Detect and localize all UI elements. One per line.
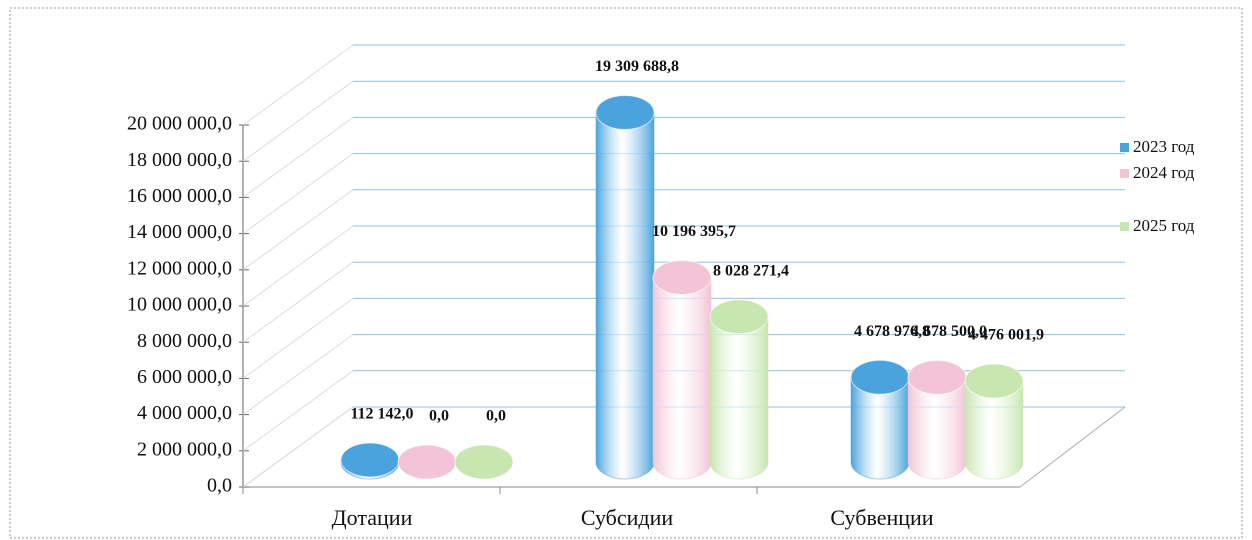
x-tick-label: Дотации bbox=[332, 505, 413, 530]
grid-line bbox=[242, 225, 354, 307]
grid-line bbox=[242, 334, 354, 416]
cylinder-top bbox=[340, 442, 400, 478]
cylinder-body bbox=[964, 380, 1024, 480]
grid-line bbox=[242, 80, 354, 162]
y-tick-label: 6 000 000,0 bbox=[137, 366, 232, 388]
y-tick-label: 10 000 000,0 bbox=[127, 294, 232, 316]
legend-label: 2025 год bbox=[1133, 216, 1195, 235]
grid-line bbox=[242, 261, 354, 343]
legend-swatch bbox=[1120, 222, 1129, 231]
cylinder-body bbox=[709, 316, 769, 480]
value-label: 0,0 bbox=[429, 408, 449, 425]
cylinder-top bbox=[595, 94, 655, 130]
y-tick-label: 16 000 000,0 bbox=[127, 185, 232, 207]
value-label: 4 678 976,8 bbox=[854, 323, 930, 340]
cylinder-top bbox=[964, 363, 1024, 399]
grid-line bbox=[242, 189, 354, 271]
value-label: 10 196 395,7 bbox=[652, 223, 736, 240]
y-tick-label: 14 000 000,0 bbox=[127, 221, 232, 243]
cylinder bbox=[652, 259, 712, 480]
legend-label: 2024 год bbox=[1133, 163, 1195, 182]
grid-line bbox=[242, 116, 354, 198]
grid-line bbox=[242, 153, 354, 235]
y-tick-label: 18 000 000,0 bbox=[127, 149, 232, 171]
x-tick-label: Субсидии bbox=[581, 505, 674, 530]
value-label: 4 476 001,9 bbox=[968, 327, 1044, 344]
floor-edge bbox=[1019, 406, 1126, 488]
y-tick-label: 4 000 000,0 bbox=[137, 402, 232, 424]
grid-line bbox=[242, 44, 354, 126]
frame bbox=[9, 7, 1243, 539]
value-label: 4 678 500,0 bbox=[911, 323, 987, 340]
cylinder-top bbox=[454, 444, 514, 480]
legend-swatch bbox=[1120, 143, 1129, 152]
legend-swatch bbox=[1120, 169, 1129, 178]
legend-label: 2023 год bbox=[1133, 137, 1195, 156]
cylinder bbox=[964, 363, 1024, 480]
cylinder-top bbox=[652, 259, 712, 295]
grid-line bbox=[242, 297, 354, 379]
cylinder-top bbox=[709, 299, 769, 335]
value-label: 0,0 bbox=[486, 408, 506, 425]
cylinder bbox=[907, 359, 967, 480]
cylinder-top bbox=[907, 359, 967, 395]
value-label: 112 142,0 bbox=[350, 406, 413, 423]
y-tick-label: 20 000 000,0 bbox=[127, 113, 232, 135]
cylinder bbox=[454, 444, 514, 480]
y-tick-label: 12 000 000,0 bbox=[127, 257, 232, 279]
y-tick-label: 2 000 000,0 bbox=[137, 438, 232, 460]
cylinder-top bbox=[850, 359, 910, 395]
cylinder-top bbox=[397, 444, 457, 480]
y-tick-label: 0,0 bbox=[207, 475, 232, 497]
x-tick-label: Субвенции bbox=[830, 505, 933, 530]
value-label: 8 028 271,4 bbox=[713, 262, 789, 279]
cylinder-body bbox=[595, 111, 655, 480]
cylinder bbox=[850, 359, 910, 480]
cylinder bbox=[709, 299, 769, 480]
cylinder-body bbox=[652, 276, 712, 480]
grid-line bbox=[242, 370, 354, 452]
grid-line bbox=[242, 406, 354, 488]
cylinder bbox=[397, 444, 457, 480]
value-label: 19 309 688,8 bbox=[595, 58, 679, 75]
cylinder bbox=[340, 442, 400, 480]
cylinder bbox=[595, 94, 655, 480]
y-tick-label: 8 000 000,0 bbox=[137, 330, 232, 352]
